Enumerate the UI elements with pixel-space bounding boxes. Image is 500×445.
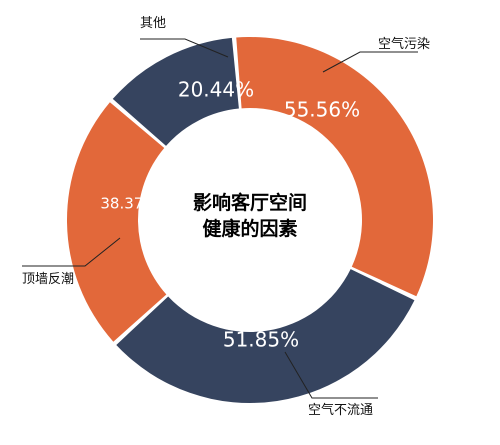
slice-value-label-4: 20.44% xyxy=(178,78,254,102)
center-title: 影响客厅空间 健康的因素 xyxy=(150,190,350,242)
slice-1 xyxy=(236,37,433,297)
leader-line-3 xyxy=(22,237,121,267)
slice-value-label-2: 51.85% xyxy=(223,328,299,352)
leader-line-2 xyxy=(284,351,378,399)
slice-category-label-3: 顶墙反潮 xyxy=(22,272,74,287)
slice-category-label-1: 空气污染 xyxy=(378,36,430,52)
slice-4 xyxy=(112,37,239,146)
center-title-line-1: 影响客厅空间 xyxy=(192,192,307,214)
leader-line-4 xyxy=(140,38,229,58)
leader-line-1 xyxy=(322,51,418,73)
slice-value-label-3: 38.37% xyxy=(100,195,157,213)
slice-category-label-4: 其他 xyxy=(140,16,166,31)
slice-category-label-2: 空气不流通 xyxy=(308,402,373,418)
slice-2 xyxy=(116,269,415,403)
center-title-line-2: 健康的因素 xyxy=(202,218,298,240)
slice-3 xyxy=(67,102,167,342)
slice-value-label-1: 55.56% xyxy=(284,98,360,122)
